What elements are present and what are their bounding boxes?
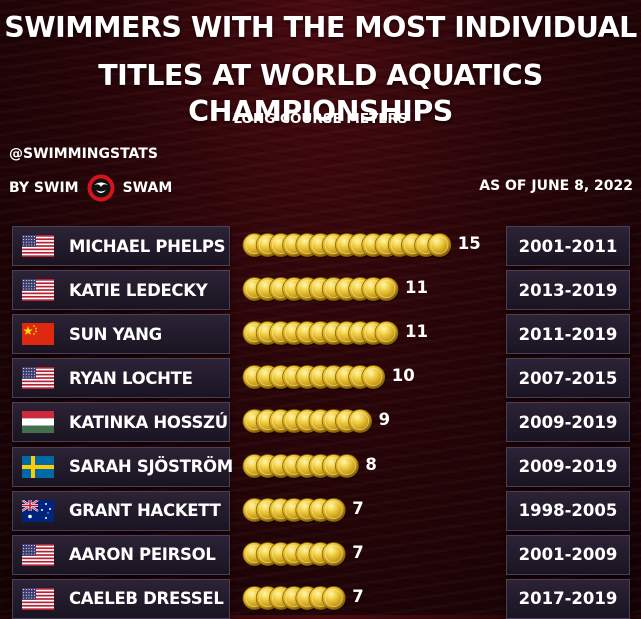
chart-row: MICHAEL PHELPS 15 2001-2011 xyxy=(0,225,641,266)
title-count-label: 7 xyxy=(352,498,364,518)
as-of-date: AS OF JUNE 8, 2022 xyxy=(479,178,633,194)
title-count-label: 9 xyxy=(378,410,391,430)
swimmer-name-box: MICHAEL PHELPS xyxy=(12,226,230,266)
chart-title-line-2: TITLES AT WORLD AQUATICS CHAMPIONSHIPS xyxy=(98,59,543,128)
gold-medal-icon xyxy=(427,233,452,258)
year-range: 2017-2019 xyxy=(518,589,618,609)
medal-bar xyxy=(242,497,347,523)
social-handle: @SWIMMINGSTATS xyxy=(9,146,158,162)
chart-row: AARON PEIRSOL 7 2001-2009 xyxy=(0,534,641,575)
swimmer-name-box: SARAH SJÖSTRÖM xyxy=(12,446,233,487)
title-count-label: 11 xyxy=(405,278,428,298)
chart-row: RYAN LOCHTE 10 2007-2015 xyxy=(0,357,641,399)
brand-credit: BY SWIM SWAM xyxy=(9,174,172,202)
year-range: 2011-2019 xyxy=(518,324,618,344)
brand-suffix: SWAM xyxy=(122,180,173,196)
gold-medal-icon xyxy=(321,497,347,523)
usa-flag-icon xyxy=(22,367,54,390)
swimmer-name: SARAH SJÖSTRÖM xyxy=(69,457,233,476)
year-range: 2001-2011 xyxy=(518,236,618,256)
chart-row: GRANT HACKETT 7 1998-2005 xyxy=(0,490,641,531)
gold-medal-icon xyxy=(321,541,347,567)
year-range: 2013-2019 xyxy=(518,280,618,300)
swimmer-name: KATIE LEDECKY xyxy=(69,280,208,300)
title-count-label: 7 xyxy=(352,542,364,562)
brand-prefix: BY SWIM xyxy=(9,180,79,196)
title-count-label: 10 xyxy=(391,366,415,386)
swimmer-name-box: KATINKA HOSSZÚ xyxy=(12,402,230,443)
title-count-label: 7 xyxy=(352,586,364,606)
year-range: 2009-2019 xyxy=(518,457,618,476)
australia-flag-icon xyxy=(22,499,54,522)
year-range-box: 2011-2019 xyxy=(506,314,630,355)
chart-row: CAELEB DRESSEL 7 2017-2019 xyxy=(0,578,641,619)
title-count-label: 11 xyxy=(405,322,428,342)
usa-flag-icon xyxy=(22,587,54,610)
china-flag-icon xyxy=(22,323,54,346)
swimmer-name: AARON PEIRSOL xyxy=(69,545,216,565)
swimmer-name-box: CAELEB DRESSEL xyxy=(12,578,230,619)
year-range: 2007-2015 xyxy=(518,368,618,388)
title-count-label: 8 xyxy=(365,454,377,474)
year-range-box: 2007-2015 xyxy=(506,358,630,399)
year-range-box: 1998-2005 xyxy=(506,490,630,531)
year-range-box: 2013-2019 xyxy=(506,270,630,311)
chart-subtitle: LONG COURSE METERS xyxy=(233,111,408,127)
gold-medal-icon xyxy=(348,409,373,435)
medal-bar xyxy=(242,585,347,611)
chart-row: SARAH SJÖSTRÖM 8 2009-2019 xyxy=(0,446,641,487)
chart-row: KATIE LEDECKY 11 2013-2019 xyxy=(0,269,641,311)
chart-row: SUN YANG 11 2011-2019 xyxy=(0,313,641,355)
usa-flag-icon xyxy=(22,235,54,257)
title-count-label: 15 xyxy=(457,234,481,253)
swimmer-name-box: SUN YANG xyxy=(12,314,230,355)
swimmer-name: SUN YANG xyxy=(69,324,162,344)
year-range-box: 2001-2009 xyxy=(506,534,630,575)
year-range: 1998-2005 xyxy=(518,501,618,521)
swimmer-name: MICHAEL PHELPS xyxy=(69,236,226,256)
hungary-flag-icon xyxy=(22,411,54,434)
year-range: 2009-2019 xyxy=(518,412,618,432)
swimmer-name-box: RYAN LOCHTE xyxy=(12,358,230,399)
year-range-box: 2017-2019 xyxy=(506,578,630,619)
usa-flag-icon xyxy=(22,279,54,302)
chart-row: KATINKA HOSSZÚ 9 2009-2019 xyxy=(0,401,641,443)
swimmer-name-box: KATIE LEDECKY xyxy=(12,270,230,311)
gold-medal-icon xyxy=(335,453,360,479)
swimmer-name-box: AARON PEIRSOL xyxy=(12,534,230,575)
year-range: 2001-2009 xyxy=(518,545,618,565)
year-range-box: 2001-2011 xyxy=(506,226,630,266)
medal-bar xyxy=(242,233,452,258)
year-range-box: 2009-2019 xyxy=(506,402,630,443)
gold-medal-icon xyxy=(361,365,386,391)
swimswam-logo-icon xyxy=(87,174,115,202)
gold-medal-icon xyxy=(321,585,347,611)
swimmer-name: RYAN LOCHTE xyxy=(69,368,193,388)
usa-flag-icon xyxy=(22,543,54,566)
medal-bar xyxy=(242,321,399,347)
gold-medal-icon xyxy=(374,321,399,347)
medal-bar xyxy=(242,365,386,391)
swimmer-name: CAELEB DRESSEL xyxy=(69,589,224,609)
medal-bar xyxy=(242,541,347,567)
swimmer-name: KATINKA HOSSZÚ xyxy=(69,412,228,432)
medal-bar xyxy=(242,277,399,303)
medal-bar xyxy=(242,409,373,435)
year-range-box: 2009-2019 xyxy=(506,446,630,487)
gold-medal-icon xyxy=(374,277,399,303)
medal-bar xyxy=(242,453,360,479)
chart-title-line-1: SWIMMERS WITH THE MOST INDIVIDUAL xyxy=(4,11,637,44)
swimmer-name: GRANT HACKETT xyxy=(69,501,221,521)
swimmer-name-box: GRANT HACKETT xyxy=(12,490,230,531)
sweden-flag-icon xyxy=(22,455,54,478)
